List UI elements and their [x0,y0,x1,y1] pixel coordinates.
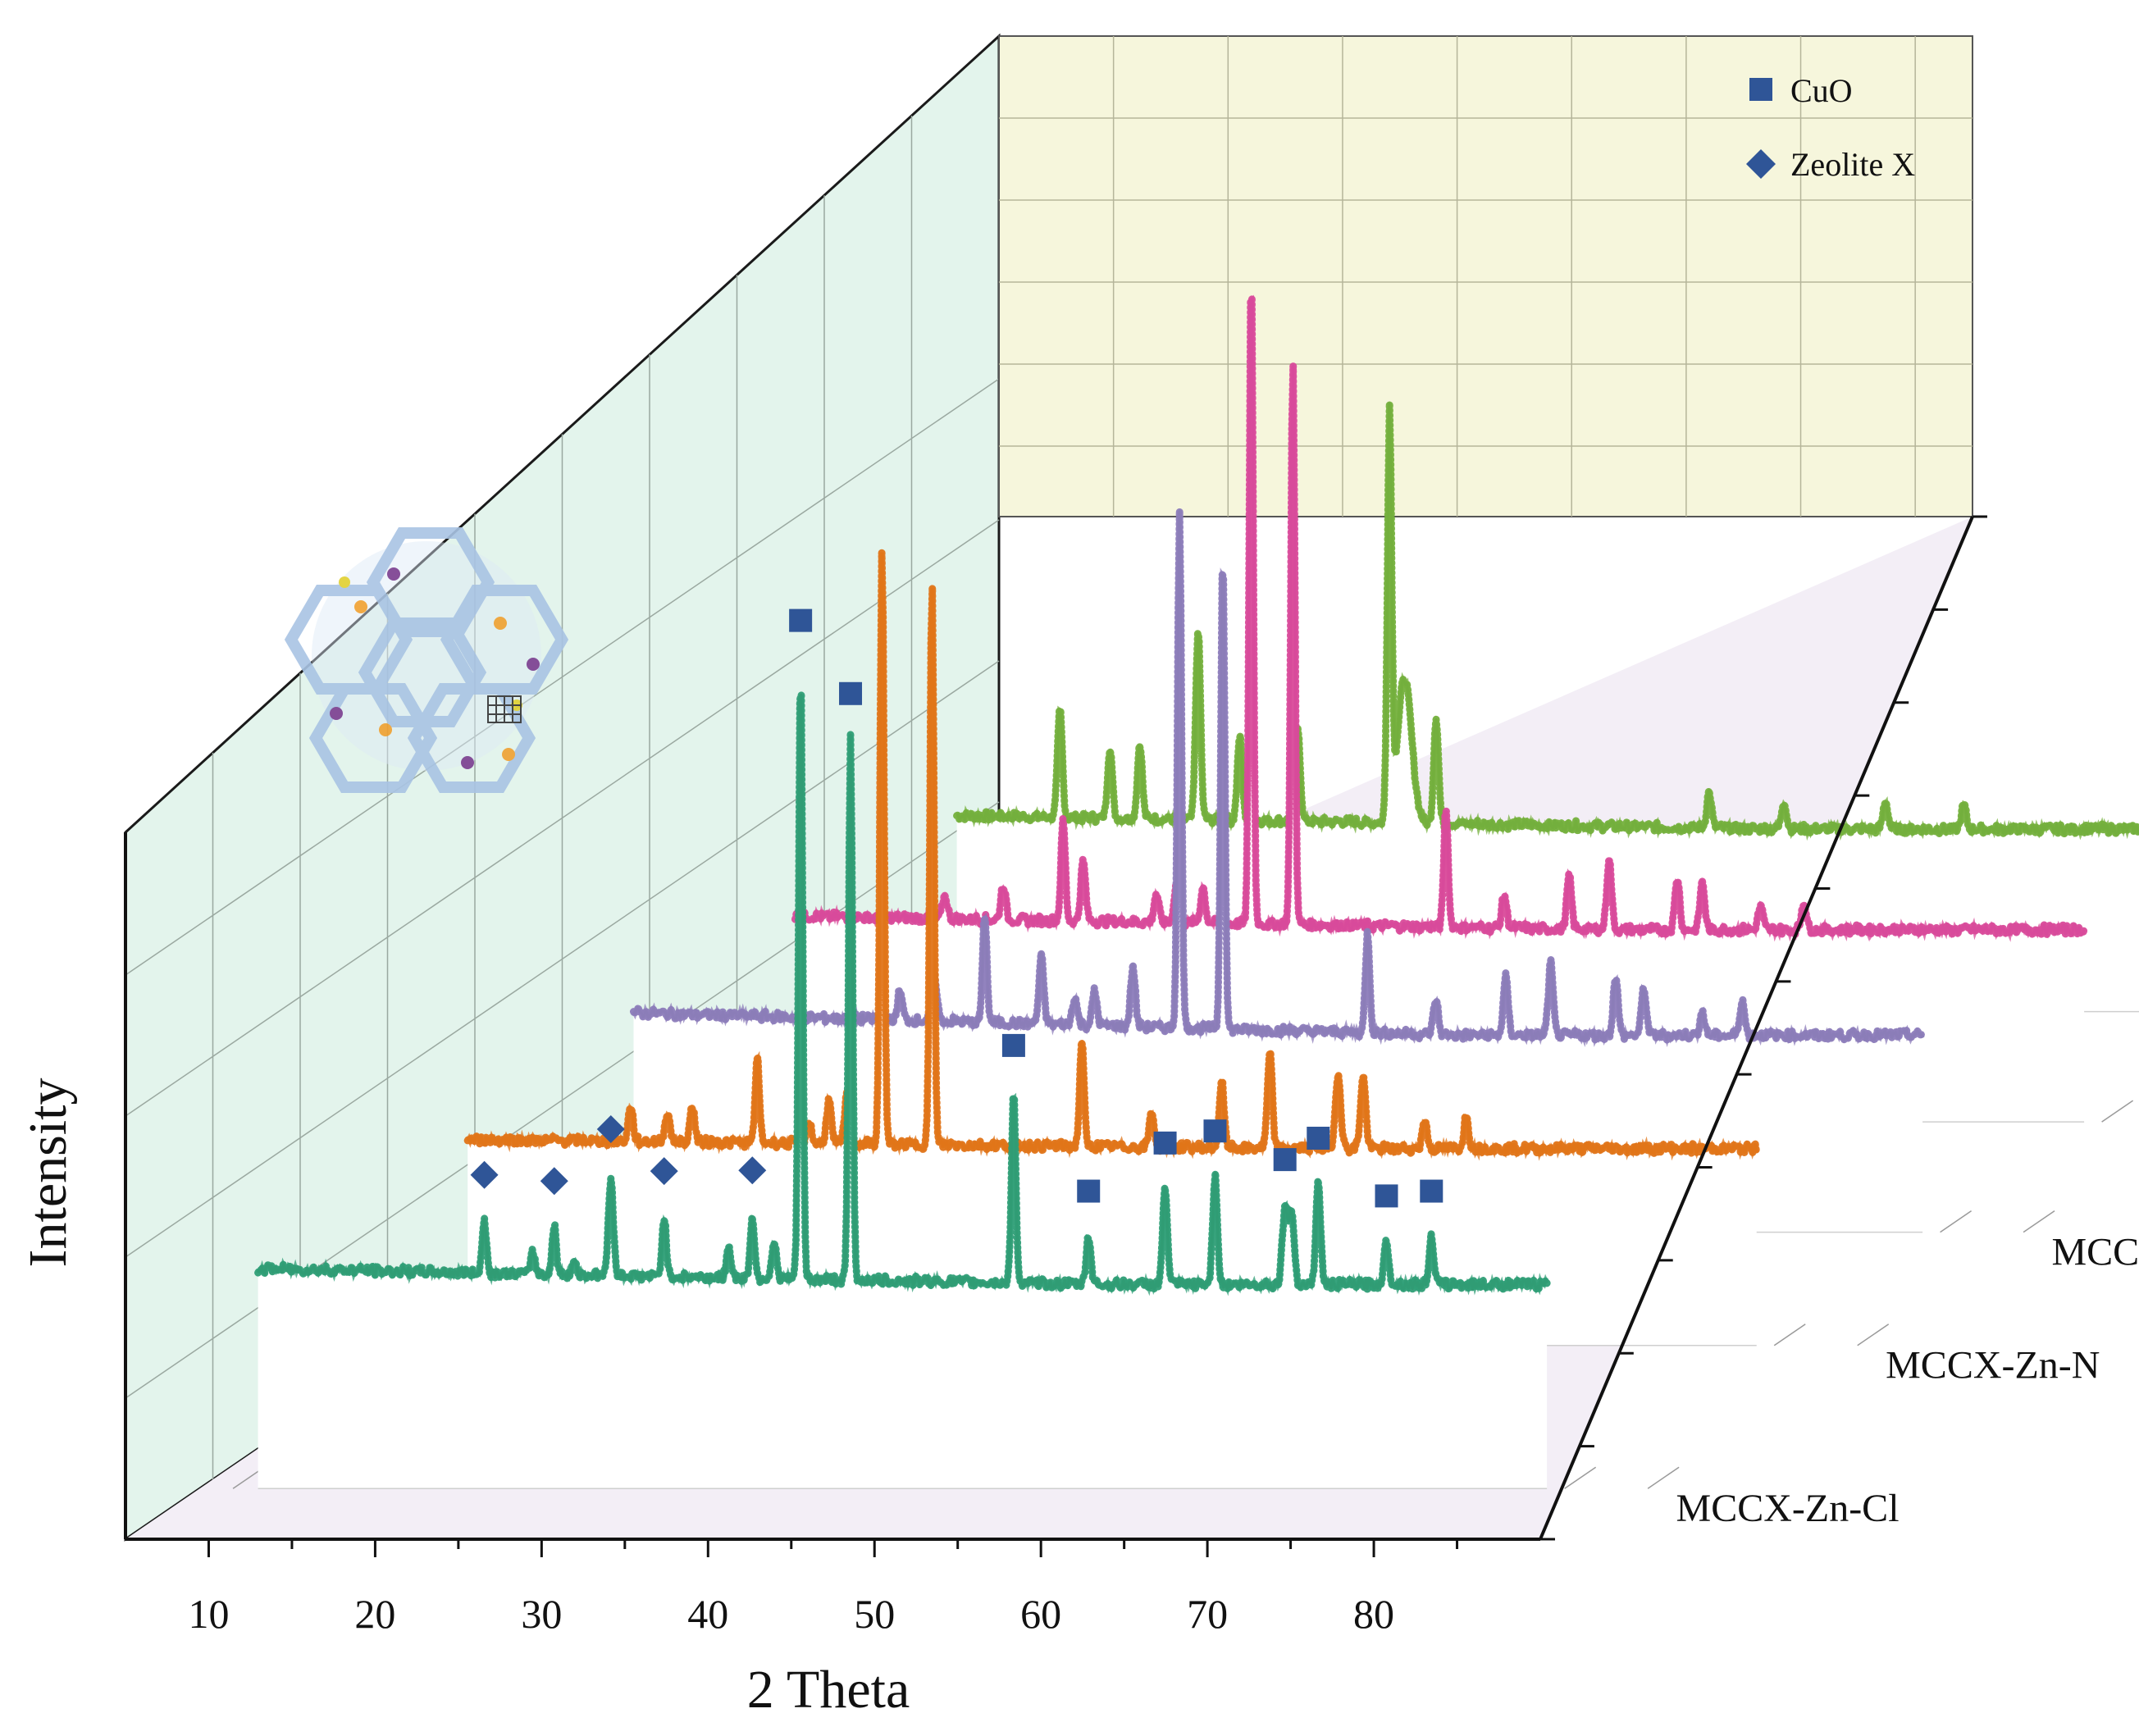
cuo-marker [1420,1179,1443,1203]
series-label: MCCX-Zn-N [1886,1344,2100,1387]
zeolite-marker [470,1160,499,1189]
zeolite-marker [540,1167,568,1196]
x-tick-label: 10 [188,1591,229,1637]
cuo-marker [1307,1127,1330,1150]
series-trace [793,294,2087,942]
floor-grid-line [2101,1100,2134,1123]
cuo-marker [839,681,863,705]
x-tick-label: 30 [521,1591,562,1637]
side-grid-line [125,519,1000,1117]
series-layers [232,294,2139,1489]
legend-cuo-marker [1749,78,1772,101]
cuo-marker [789,608,813,632]
series-label: MCCX-Zn-Cl [1676,1487,1900,1530]
zeolite-marker [596,1115,625,1144]
cuo-marker [1077,1179,1101,1203]
zeolite-marker [650,1157,678,1186]
legend-zeolite-label: Zeolite X [1790,146,1915,183]
floor-grid-line [1647,1466,1680,1489]
x-axis-title: 2 Theta [747,1660,910,1720]
x-tick-label: 70 [1187,1591,1228,1637]
y-axis-title: Intensity [18,1078,78,1268]
cuo-marker [1001,1033,1025,1057]
legend: CuO Zeolite X [1746,72,1915,183]
x-axis-ticks: 10 20 30 40 50 60 70 80 [188,1539,1459,1637]
cuo-marker [1153,1131,1177,1155]
axes [124,515,1987,1541]
x-tick-label: 80 [1353,1591,1394,1637]
series-trace [465,552,1759,1161]
cuo-marker [1375,1184,1398,1208]
floor-grid-line [1857,1324,1890,1346]
series-panel [633,511,1923,1233]
legend-zeolite-marker [1746,149,1776,179]
back-wall [998,35,1973,517]
cuo-marker [1203,1119,1227,1143]
zeolite-framework-icon [284,527,569,793]
series-layer-mccx-zn-cl [232,690,1680,1489]
legend-cuo-label: CuO [1790,72,1853,109]
x-tick-label: 20 [354,1591,395,1637]
floor-grid-line [1564,1466,1597,1489]
floor-grid-line [2023,1210,2055,1233]
side-grid-line [125,378,1000,976]
back-wall-grid [999,36,1973,517]
x-tick-label: 50 [854,1591,895,1637]
zeolite-marker [738,1156,767,1185]
x-tick-label: 60 [1020,1591,1061,1637]
series-trace [955,403,2139,841]
floor-grid-line [1773,1324,1806,1346]
x-tick-label: 40 [687,1591,728,1637]
floor-grid-line [1940,1210,1973,1233]
cuo-marker [1273,1148,1297,1172]
series-label: MCCX-Zn-S [2051,1231,2139,1274]
series-labels: MCCXMCCX-Zn-CMCCX-Zn-SMCCX-Zn-NMCCX-Zn-C… [1676,1231,2139,1531]
series-trace [256,694,1549,1296]
depth-axis-line [1539,516,1974,1540]
